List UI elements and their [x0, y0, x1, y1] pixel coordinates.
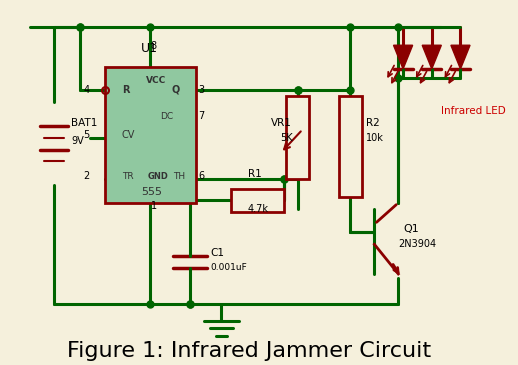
- Text: 5: 5: [83, 130, 90, 140]
- Text: 3: 3: [198, 85, 205, 95]
- Text: DC: DC: [160, 112, 174, 121]
- Text: 9V: 9V: [71, 135, 84, 146]
- Text: R1: R1: [248, 169, 262, 179]
- Polygon shape: [451, 45, 470, 69]
- Text: 6: 6: [198, 171, 205, 181]
- Polygon shape: [422, 45, 441, 69]
- Text: TR: TR: [122, 172, 134, 181]
- Text: 4: 4: [83, 85, 90, 95]
- Bar: [105, 66, 195, 203]
- Text: 1: 1: [151, 201, 157, 211]
- Text: TH: TH: [174, 172, 185, 181]
- Text: 8: 8: [151, 41, 157, 51]
- Text: VCC: VCC: [146, 76, 166, 85]
- Bar: [231, 189, 283, 212]
- Text: 5K: 5K: [281, 133, 293, 143]
- Polygon shape: [394, 45, 413, 69]
- Text: 2: 2: [83, 171, 90, 181]
- Text: 555: 555: [141, 187, 162, 196]
- Text: CV: CV: [122, 130, 135, 140]
- Text: C1: C1: [211, 248, 225, 258]
- Text: BAT1: BAT1: [71, 118, 97, 128]
- Text: U1: U1: [141, 42, 158, 55]
- Text: Q: Q: [171, 85, 180, 95]
- Text: Figure 1: Infrared Jammer Circuit: Figure 1: Infrared Jammer Circuit: [67, 341, 431, 361]
- Text: 2N3904: 2N3904: [398, 239, 437, 249]
- Text: GND: GND: [148, 172, 168, 181]
- Bar: [339, 96, 362, 197]
- Bar: [286, 96, 309, 179]
- Text: R2: R2: [366, 118, 380, 128]
- Text: R: R: [122, 85, 130, 95]
- Text: Infrared LED: Infrared LED: [441, 106, 506, 116]
- Text: Q1: Q1: [403, 224, 419, 234]
- Text: 4.7k: 4.7k: [248, 204, 269, 214]
- Text: 7: 7: [198, 111, 205, 121]
- Text: VR1: VR1: [271, 118, 292, 128]
- Text: 0.001uF: 0.001uF: [211, 264, 248, 272]
- Text: 10k: 10k: [366, 133, 384, 143]
